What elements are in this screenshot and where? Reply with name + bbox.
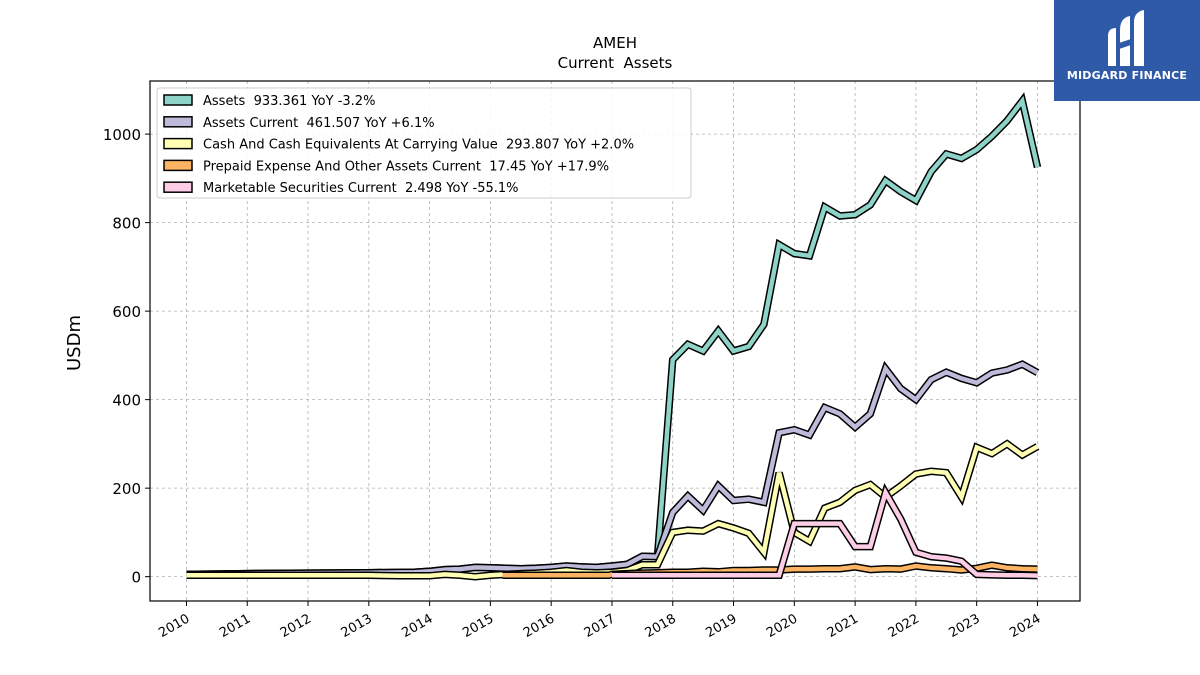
x-tick-label: 2024: [1007, 611, 1043, 641]
y-tick-label: 600: [112, 303, 141, 321]
legend-label: Prepaid Expense And Other Assets Current…: [203, 159, 609, 174]
legend-swatch: [163, 137, 193, 150]
series-stroke: [186, 361, 1039, 577]
legend-label: Cash And Cash Equivalents At Carrying Va…: [203, 138, 634, 153]
x-tick-label: 2016: [521, 611, 557, 641]
y-tick-label: 1000: [103, 126, 141, 144]
x-tick-label: 2019: [703, 611, 739, 641]
y-tick-label: 400: [112, 392, 141, 410]
series-stroke: [612, 486, 1038, 578]
x-tick-label: 2017: [582, 611, 618, 641]
series-stroke: [186, 441, 1039, 579]
legend-swatch: [163, 94, 193, 106]
series-line-2: [186, 439, 1040, 581]
x-tick-label: 2018: [643, 611, 679, 641]
legend-label: Assets 933.361 YoY -3.2%: [203, 94, 375, 109]
logo-mark-icon: [1108, 10, 1144, 66]
y-tick-label: 0: [131, 569, 141, 587]
plot-frame: [149, 80, 1081, 602]
x-tick-label: 2015: [460, 611, 496, 641]
legend-label: Assets Current 461.507 YoY +6.1%: [203, 116, 435, 131]
series-layer: [186, 92, 1042, 581]
legend: Assets 933.361 YoY -3.2% Assets Current 4…: [156, 87, 692, 199]
legend-swatch: [163, 159, 193, 172]
brand-logo: MIDGARD FINANCE: [1054, 0, 1200, 101]
legend-swatch: [163, 181, 193, 193]
x-tick-label: 2012: [278, 611, 314, 641]
x-tick-label: 2022: [886, 611, 922, 641]
x-tick-label: 2023: [947, 611, 983, 641]
y-tick-label: 800: [112, 215, 141, 233]
legend-swatch: [163, 116, 193, 128]
chart-subtitle: Current Assets: [558, 54, 673, 72]
series-line-4: [612, 482, 1038, 580]
legend-label: Marketable Securities Current 2.498 YoY …: [203, 181, 519, 196]
chart-title: AMEH: [593, 34, 637, 52]
logo-text: MIDGARD FINANCE: [1066, 69, 1188, 82]
x-tick-label: 2020: [764, 611, 800, 641]
x-tick-label: 2014: [399, 611, 435, 641]
x-tick-label: 2021: [825, 611, 861, 641]
y-tick-label: 200: [112, 480, 141, 498]
y-axis-label: USDm: [64, 315, 85, 371]
x-tick-label: 2013: [339, 611, 375, 641]
legend-box: [156, 87, 692, 199]
series-line-1: [186, 360, 1040, 579]
x-tick-label: 2011: [217, 611, 253, 641]
x-tick-label: 2010: [156, 611, 192, 641]
